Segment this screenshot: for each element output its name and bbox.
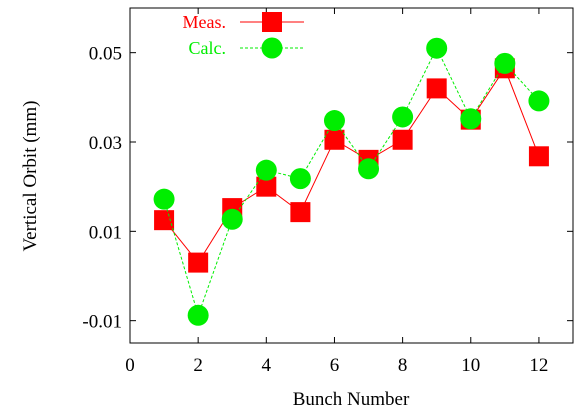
y-tick-label: -0.01 <box>82 312 122 333</box>
data-point-meas <box>154 210 175 231</box>
data-point-meas <box>256 176 277 197</box>
y-axis-title: Vertical Orbit (mm) <box>20 101 41 252</box>
data-point-calc <box>460 108 482 130</box>
data-point-calc <box>255 159 277 181</box>
data-point-meas <box>426 78 447 99</box>
y-tick-label: 0.01 <box>89 222 122 243</box>
x-tick-label: 12 <box>529 355 548 376</box>
data-point-meas <box>392 129 413 150</box>
series-layer <box>153 37 550 326</box>
data-point-calc <box>358 158 380 180</box>
data-point-calc <box>153 188 175 210</box>
data-point-meas <box>188 252 209 273</box>
legend-label-calc: Calc. <box>189 38 227 58</box>
series-line-calc <box>163 47 540 317</box>
ticks-layer: 0 2 4 6 8 10 12 -0.01 0.01 0.03 0.05 <box>82 8 573 376</box>
x-tick-label: 0 <box>125 355 135 376</box>
data-point-calc <box>221 208 243 230</box>
x-tick-label: 10 <box>461 355 480 376</box>
x-tick-label: 6 <box>330 355 340 376</box>
y-tick-label: 0.03 <box>89 133 122 154</box>
series-meas <box>154 58 549 273</box>
x-tick-label: 2 <box>193 355 203 376</box>
legend-marker-calc <box>261 37 283 59</box>
y-tick-label: 0.05 <box>89 44 122 65</box>
plot-frame <box>129 7 574 344</box>
legend-label-meas: Meas. <box>183 12 227 32</box>
x-axis-title: Bunch Number <box>293 389 410 410</box>
data-point-calc <box>528 90 550 112</box>
data-point-meas <box>528 146 549 167</box>
data-point-calc <box>187 304 209 326</box>
data-point-calc <box>323 110 345 132</box>
data-point-calc <box>289 168 311 190</box>
data-point-meas <box>324 129 345 150</box>
x-tick-label: 4 <box>262 355 272 376</box>
series-calc <box>153 37 550 326</box>
data-point-meas <box>290 202 311 223</box>
series-line-meas <box>163 67 540 264</box>
data-point-calc <box>494 52 516 74</box>
data-point-calc <box>426 37 448 59</box>
data-point-calc <box>392 106 414 128</box>
legend-marker-meas <box>262 12 282 32</box>
x-tick-label: 8 <box>398 355 408 376</box>
legend: Meas. Calc. <box>183 12 304 59</box>
